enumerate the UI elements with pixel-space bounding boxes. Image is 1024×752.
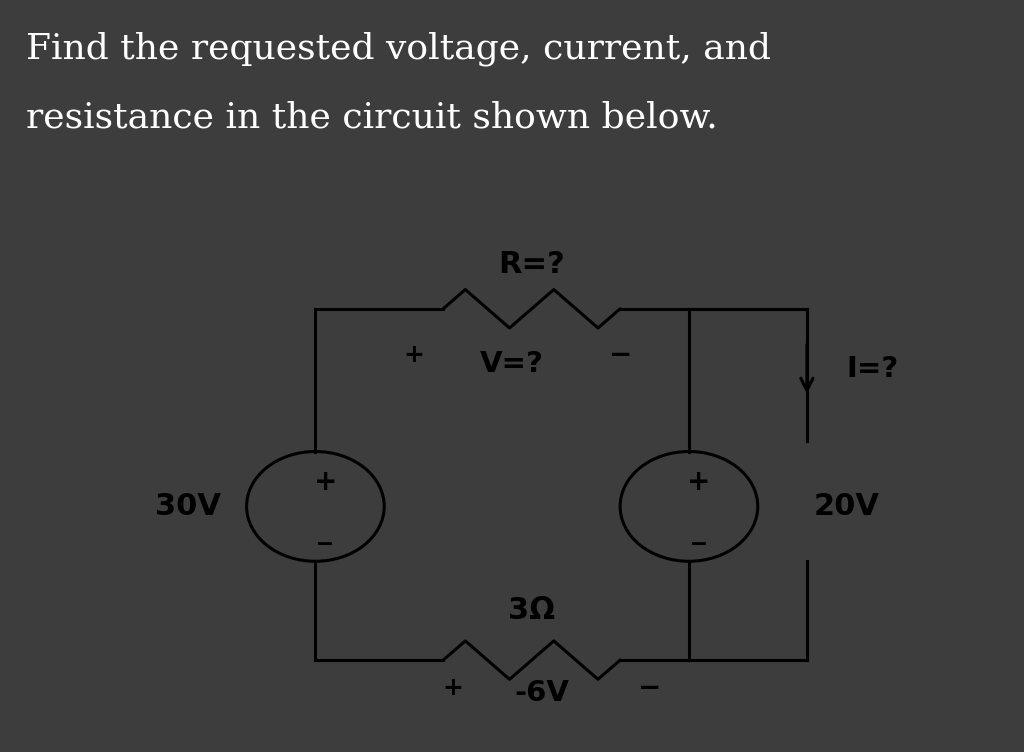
Text: 30V: 30V <box>155 492 220 521</box>
Text: _: _ <box>318 517 332 545</box>
Text: +: + <box>442 675 464 699</box>
Text: _: _ <box>692 517 706 545</box>
Text: 20V: 20V <box>813 492 880 521</box>
Text: +: + <box>313 468 337 496</box>
Text: V=?: V=? <box>480 350 544 378</box>
Text: resistance in the circuit shown below.: resistance in the circuit shown below. <box>26 100 718 135</box>
Text: I=?: I=? <box>846 355 898 384</box>
Text: −: − <box>608 341 632 369</box>
Text: 3Ω: 3Ω <box>508 596 555 625</box>
Text: +: + <box>687 468 711 496</box>
Text: -6V: -6V <box>514 679 569 707</box>
Text: +: + <box>403 344 424 368</box>
Text: −: − <box>638 674 662 702</box>
Text: R=?: R=? <box>499 250 565 279</box>
Text: Find the requested voltage, current, and: Find the requested voltage, current, and <box>26 31 771 65</box>
